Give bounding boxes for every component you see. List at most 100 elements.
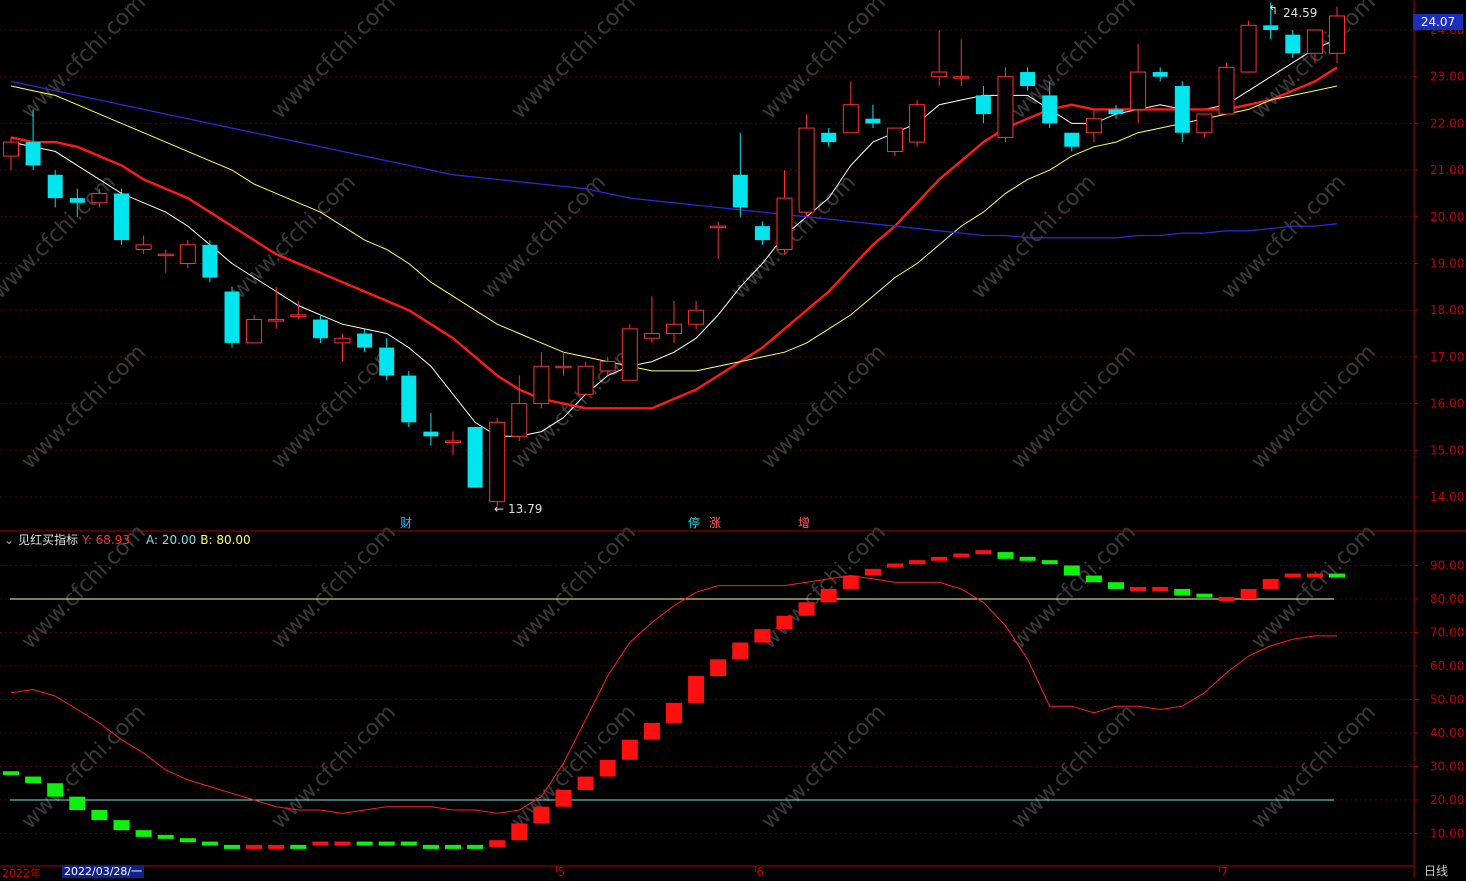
indicator-block: [555, 789, 572, 807]
indicator-block: [511, 823, 528, 841]
candle-body-up: [1130, 71, 1147, 110]
indicator-block: [356, 841, 373, 846]
candle: [47, 170, 63, 208]
indicator-block: [666, 702, 682, 723]
indicator-block: [1108, 582, 1124, 589]
candle-body-up: [290, 314, 307, 317]
candle-body-up: [489, 421, 506, 503]
watermark-text: www.cfchi.com: [757, 0, 891, 124]
candle-body-down: [379, 347, 395, 376]
watermark-text: www.cfchi.com: [267, 520, 401, 654]
event-marker-rise[interactable]: 涨: [709, 515, 721, 530]
month-label: 7: [1221, 865, 1229, 878]
indicator-block: [997, 552, 1014, 559]
period-button[interactable]: 日线: [1424, 864, 1449, 878]
watermark-text: www.cfchi.com: [1007, 700, 1141, 834]
indicator-tick-label: 70.00: [1430, 626, 1464, 640]
candle: [1285, 30, 1301, 59]
event-marker-finance[interactable]: 财: [400, 516, 412, 530]
indicator-block: [1218, 597, 1235, 601]
candle: [157, 249, 174, 273]
candle: [732, 132, 748, 217]
candle-body-down: [1042, 95, 1058, 124]
candle-body-up: [135, 244, 152, 250]
candle-body-down: [224, 291, 240, 343]
candle-body-down: [1108, 109, 1124, 115]
event-marker-suspend[interactable]: 停: [688, 515, 700, 530]
candle: [1108, 104, 1124, 119]
annotation-layer: 24.59 ↰ ← 13.79 财 停 涨 增: [400, 3, 1317, 530]
candle: [533, 352, 550, 409]
candle-body-up: [179, 244, 196, 265]
indicator-block: [113, 820, 130, 831]
indicator-block: [378, 841, 395, 846]
candle: [887, 127, 903, 157]
indicator-layer: [3, 550, 1345, 849]
indicator-block: [533, 806, 550, 824]
price-tick-label: 20.00: [1430, 210, 1464, 224]
indicator-block: [776, 615, 793, 630]
current-price-tag: 24.07: [1413, 14, 1463, 30]
month-label: 5: [558, 865, 566, 878]
candle: [334, 333, 351, 362]
watermark-text: www.cfchi.com: [507, 0, 641, 124]
candle: [1085, 109, 1102, 143]
indicator-name[interactable]: 见红买指标: [18, 533, 79, 547]
high-price-arrow-icon: ↰: [1268, 3, 1278, 17]
watermark-text: www.cfchi.com: [267, 0, 401, 124]
candle: [798, 114, 815, 217]
watermark-text: www.cfchi.com: [507, 700, 641, 834]
indicator-block: [710, 659, 727, 677]
candle: [710, 221, 727, 259]
candle: [776, 170, 793, 255]
price-tick-label: 21.00: [1430, 163, 1464, 177]
indicator-block: [754, 629, 771, 643]
event-marker-increase[interactable]: 增: [798, 516, 810, 530]
candle: [135, 235, 152, 255]
candle-body-up: [887, 127, 903, 152]
indicator-tick-label: 10.00: [1430, 827, 1464, 841]
indicator-block: [1174, 588, 1191, 596]
indicator-block: [688, 676, 705, 703]
indicator-a-value: A: 20.00: [146, 533, 197, 547]
candle: [114, 188, 129, 245]
indicator-block: [975, 550, 992, 555]
candle-body-down: [865, 118, 881, 124]
indicator-block: [1262, 578, 1279, 589]
indicator-y-line: [10, 574, 1337, 814]
candle-body-up: [688, 309, 705, 325]
candle-body-up: [909, 104, 926, 143]
indicator-block: [268, 844, 285, 849]
indicator-block: [1284, 573, 1301, 578]
indicator-y-value: Y: 68.93: [82, 533, 131, 547]
cursor-date: 2022/03/28/一: [62, 865, 145, 878]
candle-body-down: [312, 319, 328, 339]
indicator-block: [577, 776, 594, 790]
candle: [666, 300, 682, 343]
indicator-tick-label: 20.00: [1430, 793, 1464, 807]
indicator-block: [290, 844, 307, 849]
price-tick-label: 18.00: [1430, 303, 1464, 317]
indicator-block: [1152, 586, 1169, 591]
candle-body-down: [1020, 72, 1036, 87]
indicator-block: [732, 642, 749, 660]
candle-body-down: [202, 244, 218, 278]
candle-body-down: [732, 174, 748, 208]
indicator-block: [798, 602, 815, 616]
candle: [423, 412, 439, 446]
indicator-block: [157, 834, 174, 839]
watermark-text: www.cfchi.com: [757, 700, 891, 834]
candle: [909, 100, 926, 147]
indicator-block: [621, 739, 638, 760]
indicator-block: [91, 810, 108, 821]
candle: [401, 370, 417, 427]
candle: [246, 314, 263, 344]
collapse-chevron-icon[interactable]: ⌄: [4, 533, 15, 547]
indicator-block: [820, 588, 837, 603]
indicator-block: [1063, 565, 1080, 576]
candle-body-up: [599, 361, 616, 372]
price-axis: 14.00 15.00 16.00 17.00 18.00 19.00 20.00 21.00…: [556, 23, 1464, 878]
candle-body-down: [1263, 25, 1279, 30]
